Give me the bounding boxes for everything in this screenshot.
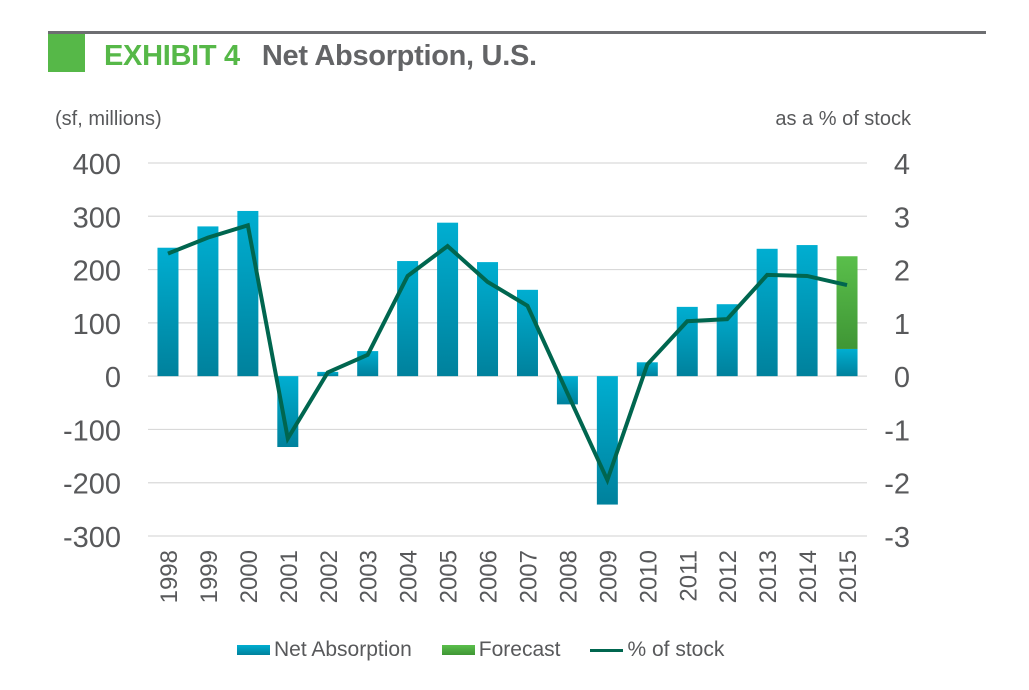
x-tick-label: 2007 xyxy=(515,550,542,603)
legend: Net Absorption Forecast % of stock xyxy=(237,638,754,662)
x-tick-label: 2000 xyxy=(236,550,263,603)
bar-net-absorption-2011 xyxy=(676,306,698,377)
x-tick-label: 2012 xyxy=(715,550,742,603)
x-tick-label: 2014 xyxy=(795,550,822,603)
y-axis-left: 400 300 200 100 0 -100 -200 -300 xyxy=(63,149,121,554)
x-tick-label: 1999 xyxy=(196,550,223,603)
y2-tick-label: 3 xyxy=(894,202,910,234)
x-tick-label: 2013 xyxy=(755,550,782,603)
title-text: Net Absorption, U.S. xyxy=(261,40,537,72)
x-tick-label: 2002 xyxy=(316,550,343,603)
x-tick-label: 2011 xyxy=(675,550,702,602)
x-axis: 1998 1999 2000 2001 2002 2003 2004 2005 2006 2007… xyxy=(156,550,862,603)
y-tick-label: -300 xyxy=(63,522,121,554)
legend-item-net-absorption: Net Absorption xyxy=(237,638,412,662)
legend-label: Forecast xyxy=(478,638,561,661)
top-rule xyxy=(48,31,986,34)
x-tick-label: 2015 xyxy=(835,550,862,603)
bar-net-absorption-1998 xyxy=(157,247,179,377)
exhibit-square-icon xyxy=(48,34,85,72)
y2-tick-label: -2 xyxy=(884,469,910,501)
y2-tick-label: 4 xyxy=(894,149,910,181)
percent-line xyxy=(167,222,848,486)
bar-net-absorption-2013 xyxy=(756,248,778,377)
legend-item-percent-of-stock: % of stock xyxy=(590,638,724,662)
x-tick-label: 2009 xyxy=(595,550,622,603)
y-tick-label: 400 xyxy=(73,149,121,181)
y2-tick-label: 2 xyxy=(894,256,910,288)
bar-net-absorption-2012 xyxy=(716,304,738,377)
x-tick-label: 2006 xyxy=(476,550,503,603)
legend-swatch-net-absorption xyxy=(237,645,270,655)
gridlines xyxy=(148,162,867,537)
chart-title: EXHIBIT 4 Net Absorption, U.S. xyxy=(104,40,537,73)
y-tick-label: -200 xyxy=(63,469,121,501)
legend-label: Net Absorption xyxy=(274,638,412,661)
y-tick-label: 100 xyxy=(73,309,121,341)
bars xyxy=(157,210,858,505)
bar-net-absorption-2014 xyxy=(796,245,818,377)
legend-item-forecast: Forecast xyxy=(441,638,561,662)
legend-swatch-forecast xyxy=(441,645,475,655)
y-axis-label-right: as a % of stock xyxy=(775,108,911,130)
y-tick-label: 0 xyxy=(105,362,121,394)
x-tick-label: 2004 xyxy=(396,550,423,603)
bar-net-absorption-2015 xyxy=(836,348,858,377)
bar-forecast-2015 xyxy=(836,256,858,349)
x-tick-label: 2010 xyxy=(635,550,662,603)
y-tick-label: 200 xyxy=(73,256,121,288)
bar-net-absorption-2009 xyxy=(596,376,618,505)
y-tick-label: -100 xyxy=(63,415,121,447)
line-percent-of-stock xyxy=(167,222,848,486)
y2-tick-label: -1 xyxy=(884,415,910,447)
x-tick-label: 2005 xyxy=(436,550,463,603)
y-axis-right: 4 3 2 1 0 -1 -2 -3 xyxy=(884,149,910,554)
x-tick-label: 2008 xyxy=(555,550,582,603)
y-axis-label-left: (sf, millions) xyxy=(55,108,162,130)
bar-net-absorption-1999 xyxy=(197,226,219,377)
y-tick-label: 300 xyxy=(73,202,121,234)
bar-net-absorption-2005 xyxy=(437,222,459,377)
x-tick-label: 2003 xyxy=(356,550,383,603)
legend-swatch-percent-of-stock xyxy=(590,648,624,652)
legend-label: % of stock xyxy=(627,638,725,661)
bar-net-absorption-2006 xyxy=(477,262,499,377)
x-tick-label: 1998 xyxy=(156,550,183,603)
y2-tick-label: -3 xyxy=(884,522,910,554)
y2-tick-label: 1 xyxy=(894,309,910,341)
exhibit-label: EXHIBIT 4 xyxy=(104,40,240,72)
bar-net-absorption-2007 xyxy=(516,289,538,377)
x-tick-label: 2001 xyxy=(276,550,303,603)
y2-tick-label: 0 xyxy=(894,362,910,394)
